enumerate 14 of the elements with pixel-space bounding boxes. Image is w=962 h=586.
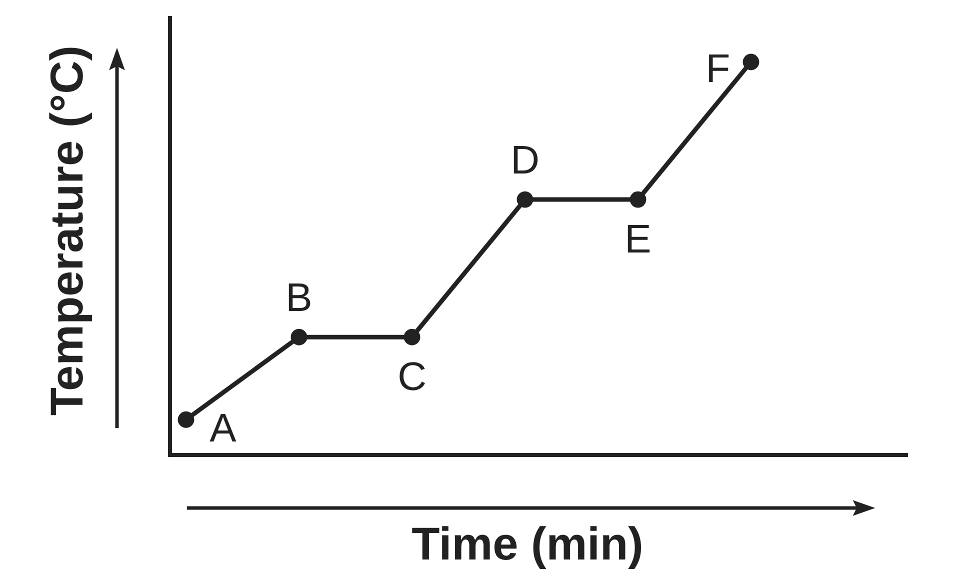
x-axis-title: Time (min) [412, 518, 644, 570]
point [630, 191, 646, 208]
point [742, 54, 760, 70]
y-axis-title: Temperature (°C) [40, 45, 92, 416]
annotation: A [210, 406, 237, 451]
point [290, 328, 308, 346]
annotation: B [286, 276, 312, 320]
annotation: F [706, 47, 730, 91]
point [516, 191, 534, 208]
point [178, 411, 194, 428]
annotation: E [624, 218, 652, 262]
annotation: D [510, 138, 540, 183]
point [404, 328, 420, 346]
annotation: C [398, 355, 426, 400]
